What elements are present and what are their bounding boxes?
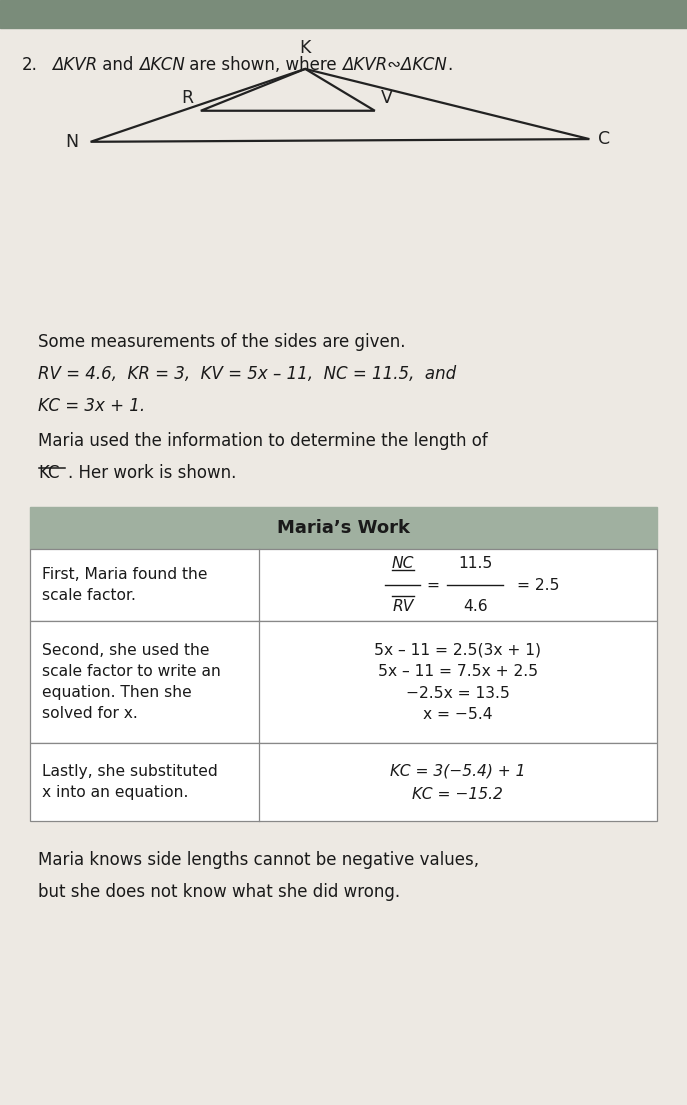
Text: =: = xyxy=(426,578,439,593)
Bar xyxy=(30,507,657,549)
Text: C: C xyxy=(598,130,610,148)
Bar xyxy=(0,0,687,28)
Text: N: N xyxy=(65,133,78,150)
Text: R: R xyxy=(181,90,194,107)
Bar xyxy=(30,621,657,744)
Text: Lastly, she substituted
x into an equation.: Lastly, she substituted x into an equati… xyxy=(42,765,218,800)
Text: KC: KC xyxy=(38,464,60,482)
Text: Maria used the information to determine the length of: Maria used the information to determine … xyxy=(38,432,488,450)
Text: .: . xyxy=(447,56,452,74)
Text: 4.6: 4.6 xyxy=(463,599,488,614)
Text: KC = 3(−5.4) + 1
KC = −15.2: KC = 3(−5.4) + 1 KC = −15.2 xyxy=(390,764,526,801)
Text: KC = 3x + 1.: KC = 3x + 1. xyxy=(38,397,145,415)
Text: NC: NC xyxy=(392,557,414,571)
Text: K: K xyxy=(300,39,311,56)
Text: V: V xyxy=(381,90,393,107)
Text: 2.: 2. xyxy=(22,56,38,74)
Text: RV: RV xyxy=(392,599,414,614)
Text: 11.5: 11.5 xyxy=(458,557,493,571)
Bar xyxy=(30,549,657,621)
Text: ΔKVR: ΔKVR xyxy=(52,56,97,74)
Text: are shown, where: are shown, where xyxy=(185,56,342,74)
Text: Some measurements of the sides are given.: Some measurements of the sides are given… xyxy=(38,333,405,351)
Text: and: and xyxy=(97,56,139,74)
Text: Second, she used the
scale factor to write an
equation. Then she
solved for x.: Second, she used the scale factor to wri… xyxy=(42,643,221,722)
Text: First, Maria found the
scale factor.: First, Maria found the scale factor. xyxy=(42,567,207,603)
Text: ΔKCN: ΔKCN xyxy=(139,56,185,74)
Text: Maria knows side lengths cannot be negative values,: Maria knows side lengths cannot be negat… xyxy=(38,851,479,870)
Text: but she does not know what she did wrong.: but she does not know what she did wrong… xyxy=(38,883,400,902)
Text: = 2.5: = 2.5 xyxy=(517,578,560,593)
Text: Maria’s Work: Maria’s Work xyxy=(277,519,410,537)
Text: RV = 4.6,  KR = 3,  KV = 5x – 11,  NC = 11.5,  and: RV = 4.6, KR = 3, KV = 5x – 11, NC = 11.… xyxy=(38,365,456,383)
Text: 5x – 11 = 2.5(3x + 1)
5x – 11 = 7.5x + 2.5
−2.5x = 13.5
x = −5.4: 5x – 11 = 2.5(3x + 1) 5x – 11 = 7.5x + 2… xyxy=(374,642,541,723)
Text: . Her work is shown.: . Her work is shown. xyxy=(68,464,236,482)
Bar xyxy=(30,744,657,821)
Text: ΔKVR∾ΔKCN: ΔKVR∾ΔKCN xyxy=(342,56,447,74)
